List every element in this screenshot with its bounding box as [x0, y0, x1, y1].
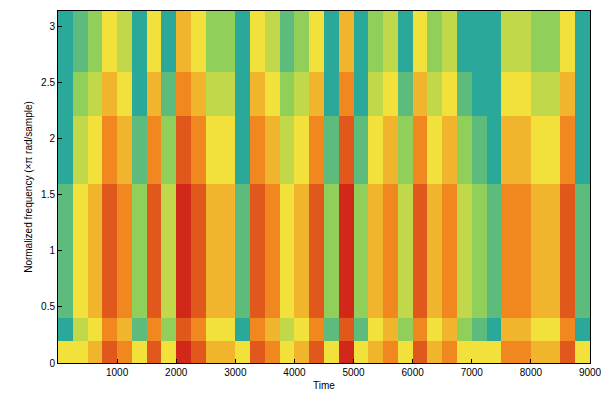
svg-text:1.5: 1.5 — [41, 189, 55, 200]
svg-text:1: 1 — [49, 245, 55, 256]
svg-text:7000: 7000 — [461, 367, 484, 378]
svg-text:0.5: 0.5 — [41, 301, 55, 312]
svg-text:9000: 9000 — [579, 367, 602, 378]
svg-text:2.5: 2.5 — [41, 77, 55, 88]
svg-text:Time: Time — [313, 380, 335, 391]
svg-text:2: 2 — [49, 133, 55, 144]
svg-text:1000: 1000 — [106, 367, 129, 378]
svg-text:6000: 6000 — [402, 367, 425, 378]
svg-text:Normalized frequency (×π rad/s: Normalized frequency (×π rad/sample) — [23, 101, 34, 273]
svg-text:8000: 8000 — [520, 367, 543, 378]
svg-text:2000: 2000 — [165, 367, 188, 378]
svg-text:5000: 5000 — [342, 367, 365, 378]
svg-text:0: 0 — [49, 358, 55, 369]
svg-text:3: 3 — [49, 21, 55, 32]
svg-text:4000: 4000 — [283, 367, 306, 378]
svg-text:3000: 3000 — [224, 367, 247, 378]
